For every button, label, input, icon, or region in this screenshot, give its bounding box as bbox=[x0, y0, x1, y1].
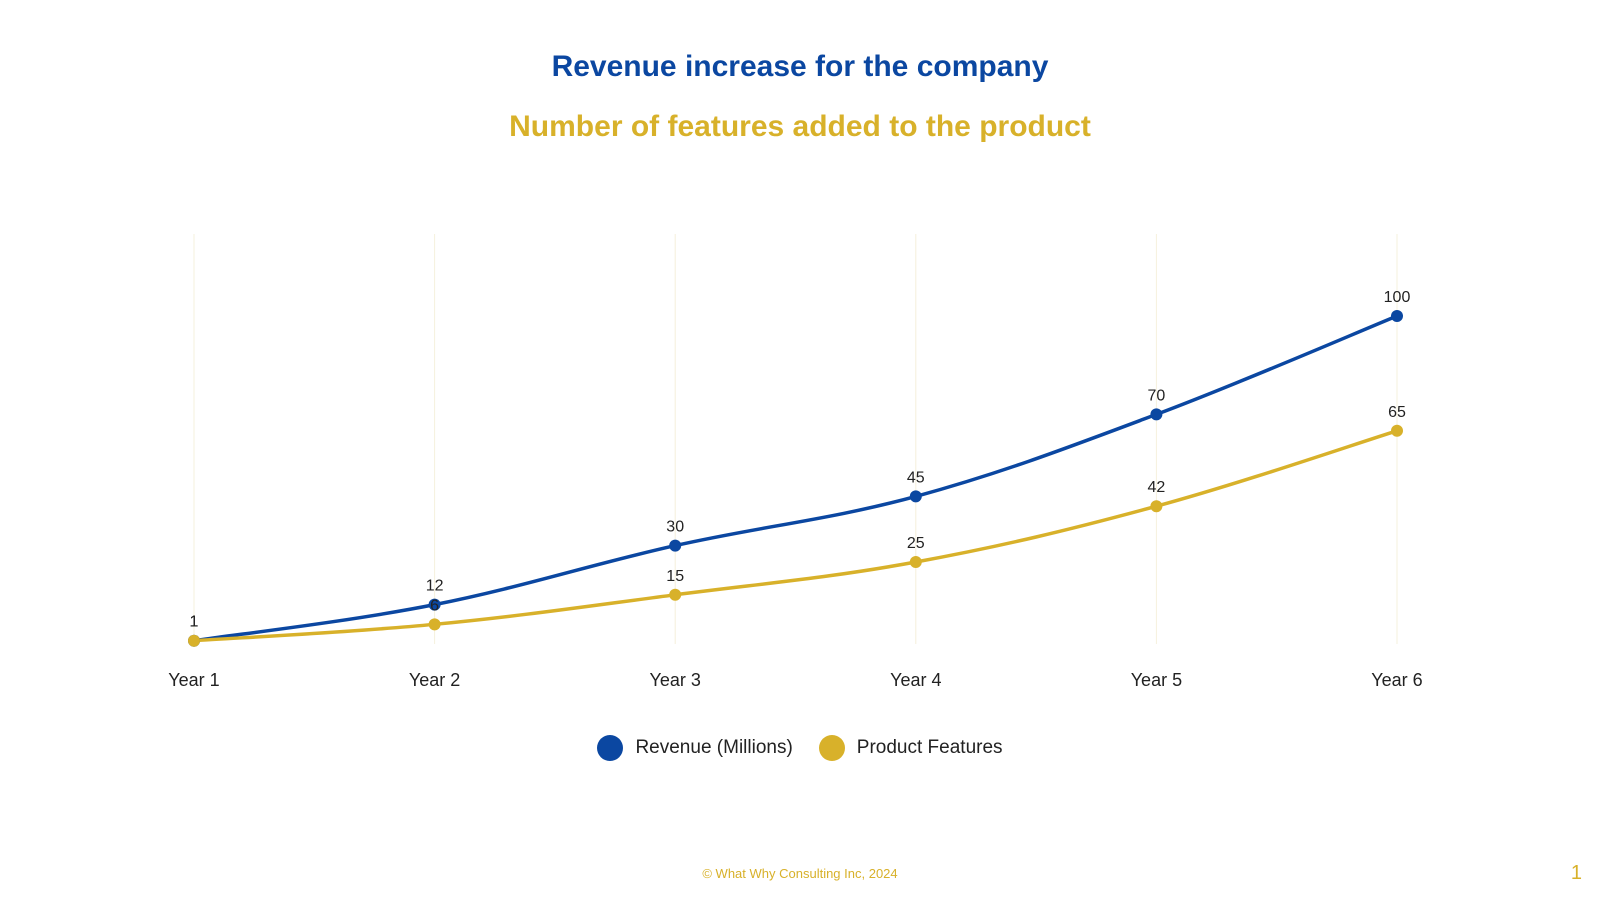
data-label-revenue: 45 bbox=[907, 469, 925, 486]
x-tick-label: Year 6 bbox=[1371, 670, 1422, 690]
data-point-features[interactable] bbox=[669, 588, 682, 601]
data-label-revenue: 12 bbox=[426, 578, 444, 595]
x-tick-label: Year 3 bbox=[650, 670, 701, 690]
data-point-features[interactable] bbox=[1391, 424, 1403, 437]
legend-swatch-features bbox=[818, 735, 845, 761]
data-points bbox=[188, 310, 1403, 647]
x-tick-label: Year 4 bbox=[890, 670, 941, 690]
chart-title: Revenue increase for the company bbox=[551, 50, 1049, 83]
legend-label-revenue: Revenue (Millions) bbox=[635, 737, 793, 758]
x-axis-ticks: Year 1 Year 2 Year 3 Year 4 Year 5 Year 6 bbox=[168, 670, 1422, 690]
data-label-features: 6 bbox=[430, 597, 439, 614]
legend: Revenue (Millions) Product Features bbox=[0, 732, 1600, 764]
data-point-revenue[interactable] bbox=[669, 539, 682, 552]
data-point-revenue[interactable] bbox=[1150, 408, 1163, 421]
data-label-revenue: 1 bbox=[190, 614, 199, 631]
series-lines bbox=[192, 314, 1399, 643]
data-label-features: 42 bbox=[1148, 479, 1166, 496]
data-point-revenue[interactable] bbox=[428, 598, 441, 611]
data-point-revenue[interactable] bbox=[1391, 310, 1403, 322]
x-tick-label: Year 1 bbox=[168, 670, 219, 690]
data-label-features: 1 bbox=[190, 614, 199, 631]
data-point-features[interactable] bbox=[188, 634, 200, 647]
series-line-revenue bbox=[192, 314, 1399, 643]
data-label-revenue: 100 bbox=[1384, 289, 1411, 306]
data-point-features[interactable] bbox=[909, 556, 922, 568]
legend-label-features: Product Features bbox=[856, 737, 1003, 758]
legend-swatch-revenue bbox=[597, 735, 624, 761]
data-label-features: 65 bbox=[1388, 404, 1406, 421]
data-point-revenue[interactable] bbox=[909, 490, 922, 503]
chart-subtitle: Number of features added to the product bbox=[509, 110, 1091, 143]
page-number: 1 bbox=[1570, 862, 1582, 884]
gridlines bbox=[193, 234, 1398, 644]
data-point-features[interactable] bbox=[428, 618, 441, 631]
data-label-features: 15 bbox=[666, 568, 684, 585]
series-line-features bbox=[192, 429, 1399, 643]
x-tick-label: Year 5 bbox=[1131, 670, 1182, 690]
data-label-revenue: 70 bbox=[1148, 387, 1166, 404]
data-label-features: 25 bbox=[907, 535, 925, 552]
data-label-revenue: 30 bbox=[666, 519, 684, 536]
x-tick-label: Year 2 bbox=[409, 670, 460, 690]
copyright-footer: © What Why Consulting Inc, 2024 bbox=[702, 866, 898, 881]
data-point-features[interactable] bbox=[1150, 500, 1163, 513]
legend-item-features[interactable]: Product Features bbox=[818, 735, 1003, 761]
legend-item-revenue[interactable]: Revenue (Millions) bbox=[597, 735, 793, 761]
